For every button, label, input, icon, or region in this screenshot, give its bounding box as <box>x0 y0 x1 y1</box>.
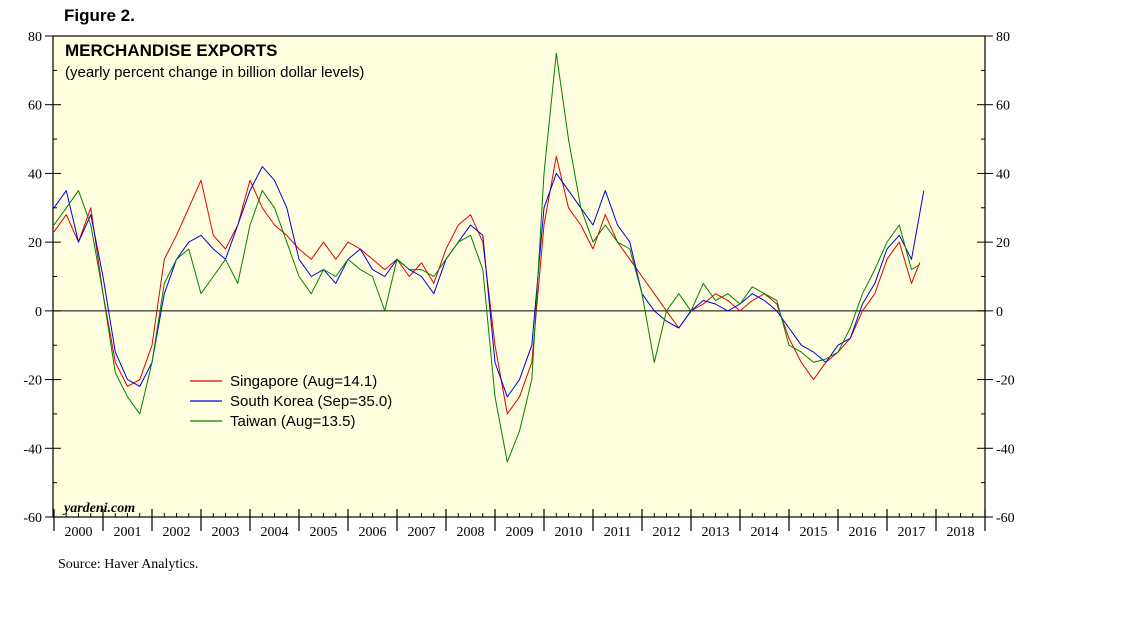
x-tick-label: 2005 <box>310 525 338 540</box>
y-tick-label-right: 20 <box>996 236 1010 251</box>
y-tick-label-right: 40 <box>996 167 1010 182</box>
y-tick-label: 20 <box>28 236 42 251</box>
year-axis: 2000 2001 2002 2003 2004 2005 2006 2007 2008 2009… <box>53 509 986 540</box>
y-tick-label-right: -40 <box>996 442 1015 457</box>
legend-label: Taiwan (Aug=13.5) <box>230 413 356 430</box>
x-tick-label: 2015 <box>800 525 828 540</box>
series-line-2 <box>53 52 921 463</box>
x-tick-label: 2002 <box>163 525 191 540</box>
x-tick-label: 2017 <box>898 525 926 540</box>
legend-label: South Korea (Sep=35.0) <box>230 393 392 410</box>
x-tick-label: 2009 <box>506 525 534 540</box>
right-axis: -60 -40 -20 0 20 40 60 80 <box>977 30 1015 526</box>
y-tick-label: 60 <box>28 99 42 114</box>
x-tick-label: 2008 <box>457 525 485 540</box>
series-layer <box>53 52 925 463</box>
legend-label: Singapore (Aug=14.1) <box>230 373 377 390</box>
y-tick-label-right: 60 <box>996 99 1010 114</box>
y-tick-label: 0 <box>35 305 42 320</box>
y-tick-label-right: 0 <box>996 305 1003 320</box>
x-tick-label: 2006 <box>359 525 387 540</box>
x-tick-label: 2010 <box>555 525 583 540</box>
watermark: yardeni.com <box>62 501 135 516</box>
x-tick-label: 2004 <box>261 525 289 540</box>
y-tick-label: -40 <box>23 442 42 457</box>
x-tick-label: 2012 <box>653 525 681 540</box>
y-tick-label-right: -20 <box>996 374 1015 389</box>
y-tick-label-right: -60 <box>996 511 1015 526</box>
x-tick-label: 2003 <box>212 525 240 540</box>
x-tick-label: 2007 <box>408 525 436 540</box>
x-tick-label: 2014 <box>751 525 779 540</box>
plot-background <box>52 35 986 518</box>
series-line-1 <box>53 166 925 398</box>
chart-subtitle: (yearly percent change in billion dollar… <box>65 64 364 81</box>
figure-label: Figure 2. <box>64 6 135 25</box>
x-tick-label: 2001 <box>114 525 142 540</box>
y-tick-label: -60 <box>23 511 42 526</box>
y-tick-label: -20 <box>23 374 42 389</box>
legend: Singapore (Aug=14.1) South Korea (Sep=35.… <box>190 373 392 430</box>
left-axis: -60 -40 -20 0 20 40 60 80 <box>23 30 61 526</box>
y-tick-label-right: 80 <box>996 30 1010 45</box>
x-tick-label: 2011 <box>604 525 631 540</box>
x-tick-label: 2018 <box>947 525 975 540</box>
source-note: Source: Haver Analytics. <box>58 557 199 572</box>
y-tick-label: 80 <box>28 30 42 45</box>
x-tick-label: 2016 <box>849 525 877 540</box>
chart-title: MERCHANDISE EXPORTS <box>65 41 278 60</box>
x-tick-label: 2013 <box>702 525 730 540</box>
x-tick-label: 2000 <box>65 525 93 540</box>
y-tick-label: 40 <box>28 167 42 182</box>
